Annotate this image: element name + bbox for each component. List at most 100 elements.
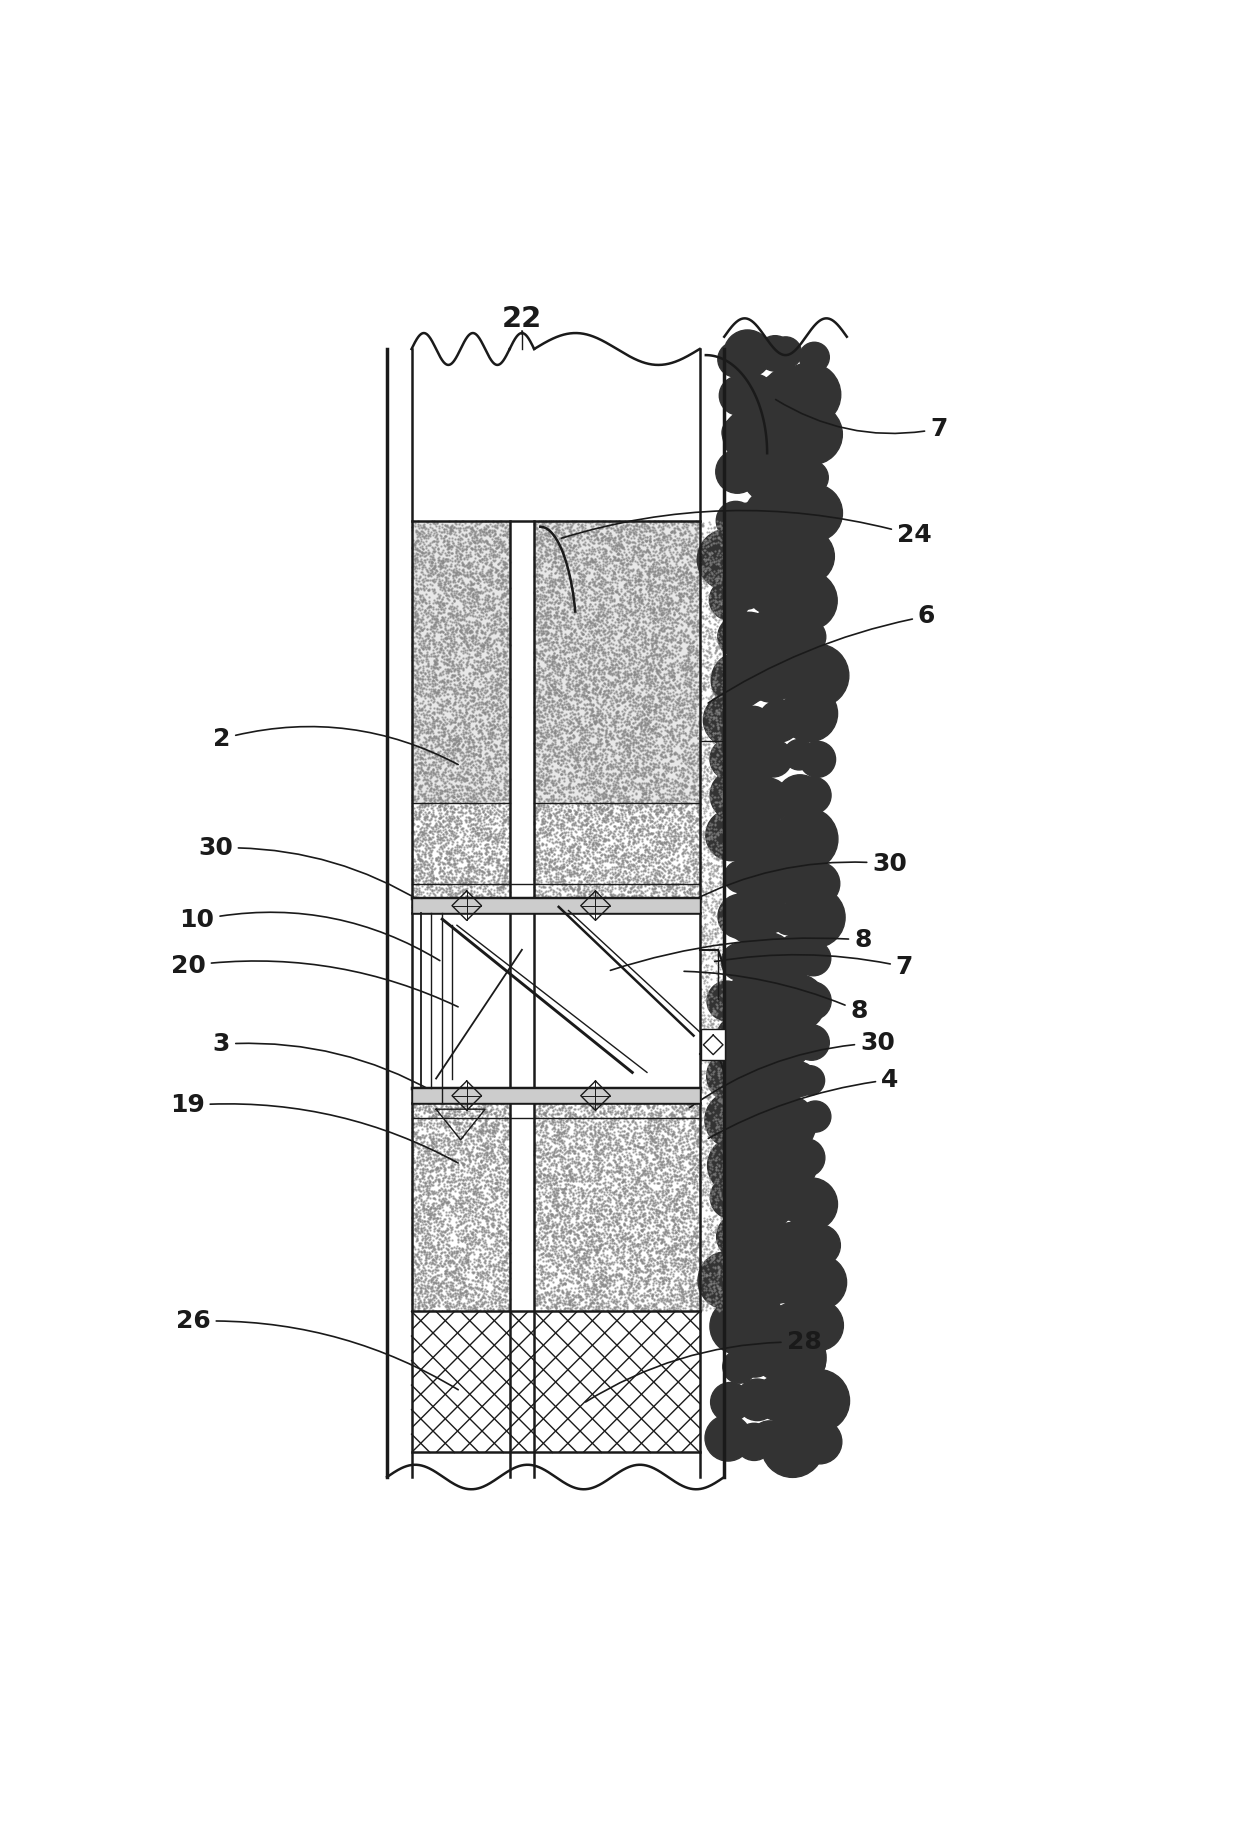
Circle shape xyxy=(785,484,842,542)
Circle shape xyxy=(733,579,761,610)
Circle shape xyxy=(756,1375,802,1421)
Text: 28: 28 xyxy=(585,1329,821,1402)
Circle shape xyxy=(717,1017,758,1057)
Circle shape xyxy=(712,652,768,708)
Circle shape xyxy=(723,1090,785,1152)
Circle shape xyxy=(766,486,825,542)
Circle shape xyxy=(738,707,769,738)
Circle shape xyxy=(722,1008,777,1063)
Circle shape xyxy=(794,982,831,1021)
Circle shape xyxy=(764,456,810,504)
Circle shape xyxy=(759,374,800,415)
Circle shape xyxy=(748,1220,786,1258)
Circle shape xyxy=(711,769,761,822)
Circle shape xyxy=(755,818,792,856)
Circle shape xyxy=(722,942,759,981)
Circle shape xyxy=(708,1138,765,1194)
Text: 2: 2 xyxy=(213,727,458,765)
Text: 10: 10 xyxy=(180,908,440,960)
Circle shape xyxy=(746,610,799,663)
Circle shape xyxy=(754,740,792,778)
Bar xyxy=(412,520,510,803)
Circle shape xyxy=(787,1370,849,1432)
Circle shape xyxy=(744,413,794,460)
Circle shape xyxy=(781,1063,816,1097)
Text: 24: 24 xyxy=(562,511,931,548)
Text: 6: 6 xyxy=(708,604,935,703)
Circle shape xyxy=(784,740,815,771)
Circle shape xyxy=(794,1024,830,1061)
Text: 3: 3 xyxy=(213,1032,434,1092)
Circle shape xyxy=(738,734,784,780)
Circle shape xyxy=(769,973,826,1032)
Circle shape xyxy=(724,889,779,944)
Circle shape xyxy=(711,1176,754,1220)
Circle shape xyxy=(790,619,826,656)
Circle shape xyxy=(792,1254,847,1309)
Circle shape xyxy=(723,1349,756,1382)
Circle shape xyxy=(786,645,849,707)
Circle shape xyxy=(725,1293,786,1355)
Circle shape xyxy=(776,816,817,856)
Circle shape xyxy=(743,853,794,904)
Circle shape xyxy=(794,776,831,814)
Circle shape xyxy=(749,1017,802,1070)
Circle shape xyxy=(755,1065,795,1105)
Circle shape xyxy=(756,1132,818,1192)
Circle shape xyxy=(724,331,771,378)
Circle shape xyxy=(709,579,750,621)
Circle shape xyxy=(800,341,830,373)
Circle shape xyxy=(735,1422,773,1461)
Circle shape xyxy=(730,940,777,988)
Circle shape xyxy=(748,968,802,1023)
Circle shape xyxy=(796,862,839,906)
Circle shape xyxy=(766,1328,826,1388)
Circle shape xyxy=(732,374,775,416)
Circle shape xyxy=(795,1066,825,1096)
Circle shape xyxy=(729,526,789,586)
Circle shape xyxy=(711,1298,766,1355)
Circle shape xyxy=(718,895,763,939)
Circle shape xyxy=(715,451,759,493)
Circle shape xyxy=(724,860,756,893)
Bar xyxy=(534,520,699,803)
Circle shape xyxy=(769,413,818,462)
Circle shape xyxy=(776,933,820,977)
Circle shape xyxy=(750,581,782,614)
Circle shape xyxy=(745,522,806,584)
Text: 30: 30 xyxy=(689,853,908,902)
Text: 19: 19 xyxy=(170,1094,458,1163)
Circle shape xyxy=(738,1183,769,1214)
Circle shape xyxy=(785,1178,837,1231)
Circle shape xyxy=(755,1338,796,1379)
Circle shape xyxy=(706,809,758,860)
Circle shape xyxy=(735,460,768,491)
Circle shape xyxy=(722,418,753,447)
Circle shape xyxy=(773,1183,810,1220)
Circle shape xyxy=(725,612,774,661)
Text: 26: 26 xyxy=(176,1309,459,1390)
Circle shape xyxy=(761,1017,812,1068)
Circle shape xyxy=(784,887,846,948)
Circle shape xyxy=(707,981,746,1021)
Circle shape xyxy=(737,1379,777,1421)
Circle shape xyxy=(723,409,776,462)
Circle shape xyxy=(744,489,799,542)
Circle shape xyxy=(786,1139,825,1178)
Circle shape xyxy=(756,1094,816,1154)
Circle shape xyxy=(743,447,797,502)
Circle shape xyxy=(796,940,831,975)
Bar xyxy=(412,1088,699,1103)
Text: 30: 30 xyxy=(689,1032,895,1108)
Circle shape xyxy=(770,531,810,572)
Circle shape xyxy=(781,685,837,741)
Circle shape xyxy=(746,654,796,703)
Circle shape xyxy=(718,615,760,657)
Circle shape xyxy=(799,1225,841,1265)
Text: 30: 30 xyxy=(198,836,422,902)
Circle shape xyxy=(725,1218,775,1267)
Circle shape xyxy=(733,1059,777,1103)
Circle shape xyxy=(777,572,837,630)
Circle shape xyxy=(797,1419,842,1464)
Circle shape xyxy=(765,612,822,668)
